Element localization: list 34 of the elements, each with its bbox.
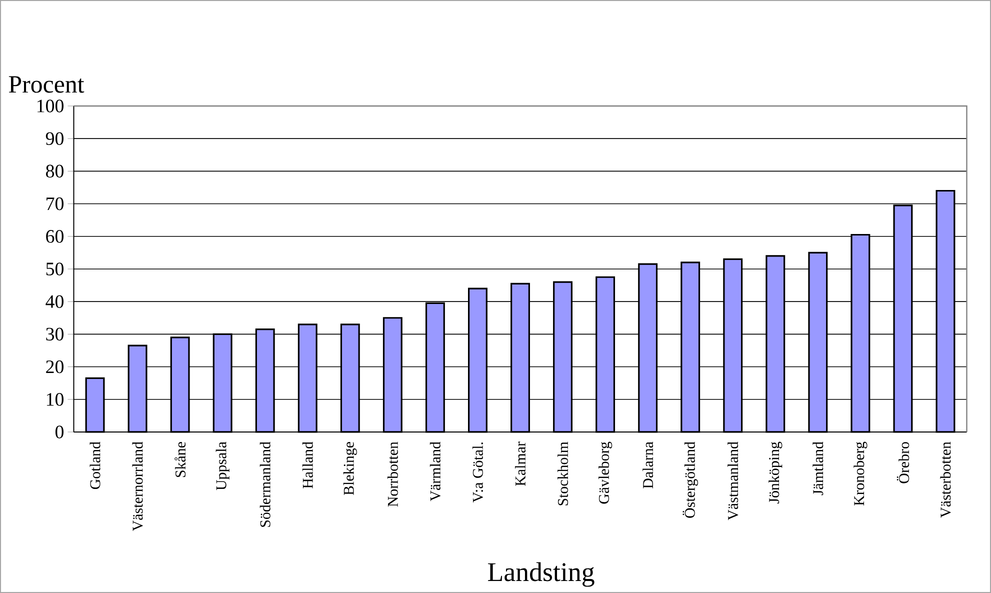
y-tick-label: 80: [46, 164, 64, 178]
x-tick-label: Södermanland: [260, 442, 270, 527]
x-tick-label: Kronoberg: [854, 442, 868, 506]
y-tick-label: 0: [55, 426, 64, 438]
x-tick-label: Örebro: [896, 442, 910, 484]
x-tick-label: Uppsala: [216, 442, 230, 490]
y-tick-label: 90: [46, 132, 64, 145]
x-tick-label: Jämtland: [812, 442, 824, 496]
y-axis-title: Procent: [8, 76, 84, 93]
y-tick-label: 10: [46, 393, 64, 406]
y-tick-label: 60: [46, 230, 64, 243]
x-tick-label: Gävleborg: [598, 442, 612, 504]
x-tick-label: Jönköping: [768, 442, 782, 504]
x-tick-label: Kalmar: [515, 442, 526, 486]
y-tick-label: 40: [46, 295, 64, 308]
y-tick-label: 30: [46, 328, 64, 341]
x-tick-label: Västmanland: [728, 442, 738, 520]
y-tick-label: 20: [46, 360, 64, 374]
y-tick-label: 50: [46, 262, 64, 276]
x-tick-label: Västernorrland: [132, 442, 143, 531]
y-tick-label: 100: [37, 100, 64, 112]
x-tick-label: V:a Götal.: [472, 442, 484, 502]
x-tick-label: Västerbotten: [940, 442, 951, 518]
x-tick-label: Norrbotten: [387, 442, 398, 507]
x-axis-title: Landsting: [488, 562, 594, 587]
x-tick-label: Skåne: [174, 442, 186, 478]
x-tick-label: Värmland: [430, 442, 440, 502]
y-tick-label: 70: [46, 197, 64, 210]
x-tick-label: Gotland: [90, 442, 100, 490]
x-tick-label: Dalarna: [642, 442, 654, 488]
x-tick-label: Stockholm: [558, 442, 568, 506]
x-tick-label: Östergötland: [682, 442, 698, 518]
x-tick-label: Blekinge: [343, 442, 357, 496]
x-tick-label: Halland: [302, 442, 313, 488]
